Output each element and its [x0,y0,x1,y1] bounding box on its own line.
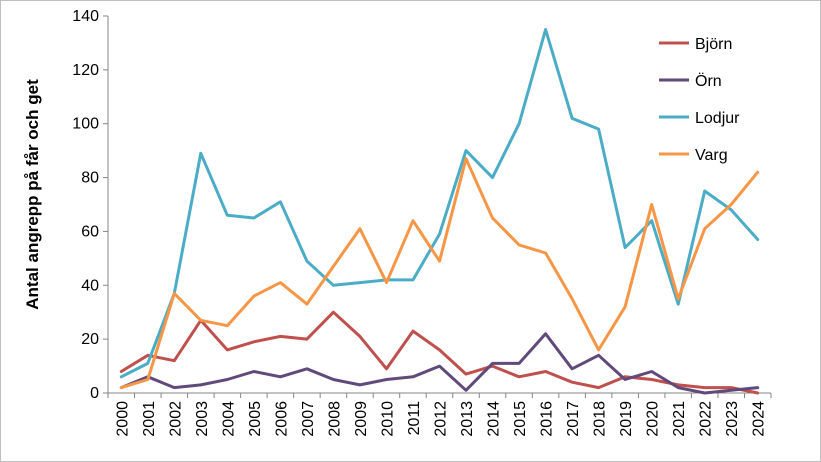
x-tick-label: 2015 [512,401,529,437]
x-tick-label: 2019 [618,401,635,437]
y-axis-title: Antal angrepp på får och get [23,79,42,310]
x-tick-label: 2004 [220,401,237,437]
x-tick-label: 2001 [141,401,158,437]
x-tick-label: 2024 [751,401,768,437]
y-tick-label: 40 [81,277,99,294]
series-line-björn [119,310,760,395]
y-tick-label: 80 [81,170,99,187]
legend-label: Varg [695,147,728,164]
y-tick-label: 60 [81,223,99,240]
x-tick-label: 2000 [114,401,131,437]
y-tick-label: 140 [72,8,99,25]
x-tick-label: 2021 [671,401,688,437]
series-line-örn [119,332,760,395]
legend-label: Örn [695,72,722,90]
x-tick-label: 2014 [486,401,503,437]
series-line-varg [119,157,760,390]
series-lines [119,28,760,395]
x-tick-label: 2016 [539,401,556,437]
x-tick-label: 2006 [273,401,290,437]
legend: Björn Örn Lodjur Varg [659,36,740,164]
x-tick-label: 2013 [459,401,476,437]
y-tick-label: 100 [72,116,99,133]
series-line-lodjur [119,28,760,379]
x-tick-label: 2012 [433,401,450,437]
x-tick-label: 2002 [167,401,184,437]
legend-label: Björn [695,36,732,53]
x-tick-label: 2005 [247,401,264,437]
x-tick-label: 2017 [565,401,582,437]
y-tick-label: 20 [81,331,99,348]
x-tick-label: 2007 [300,401,317,437]
x-tick-label: 2018 [592,401,609,437]
legend-label: Lodjur [695,110,740,127]
y-tick-label: 120 [72,62,99,79]
x-tick-label: 2023 [724,401,741,437]
x-tick-label: 2020 [645,401,662,437]
x-tick-label: 2022 [698,401,715,437]
x-tick-label: 2008 [326,401,343,437]
x-tick-label: 2009 [353,401,370,437]
x-tick-label: 2003 [194,401,211,437]
x-tick-label: 2010 [379,401,396,437]
y-tick-label: 0 [90,385,99,402]
x-tick-label: 2011 [406,401,423,436]
axes: 0 20 40 60 80 100 120 140 2000 2001 2002 2003 2004 20… [23,8,772,437]
